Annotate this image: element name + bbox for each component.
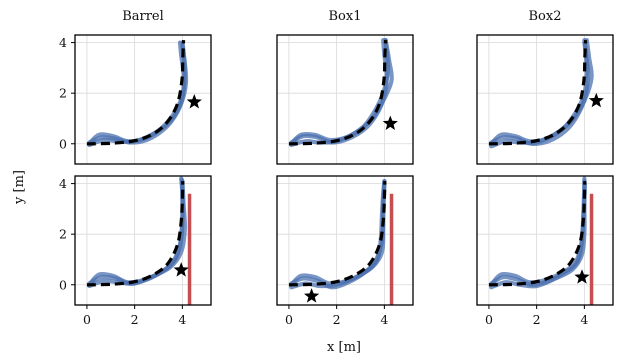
panel-r0-c2: Box2 (476, 9, 614, 165)
panel-content (288, 179, 394, 305)
column-title: Barrel (122, 9, 164, 24)
x-tick-label: 4 (580, 312, 588, 327)
goal-star-marker (382, 115, 398, 130)
goal-star-marker (186, 94, 202, 109)
panel-content (86, 176, 192, 305)
trajectory-line-2 (87, 177, 185, 287)
trajectory-line-2 (289, 179, 387, 287)
goal-star-marker (588, 92, 604, 108)
goal-star-marker (574, 269, 590, 284)
trajectory-line-1 (489, 181, 587, 290)
column-title: Box1 (329, 9, 362, 24)
panel-frame (476, 34, 614, 165)
goal-star-marker (304, 288, 320, 303)
y-tick-label: 4 (59, 35, 67, 50)
x-tick-label: 4 (380, 312, 388, 327)
panel-r1-c1: 0 2 4 (276, 175, 414, 327)
goal-star-marker (173, 262, 189, 277)
x-tick-label: 2 (131, 312, 139, 327)
trajectory-line-2 (289, 38, 391, 146)
trajectory-line-1 (289, 38, 394, 148)
reference-path (288, 39, 388, 146)
panel-r1-c0: 0 2 4 0 2 4 (59, 175, 212, 327)
panel-frame (276, 175, 414, 306)
x-tick-label: 2 (533, 312, 541, 327)
panel-r1-c2: 0 2 4 (476, 175, 614, 327)
reference-path (86, 181, 185, 287)
column-title: Box2 (529, 9, 562, 24)
panel-r0-c0: 0 2 4 Barrel (59, 9, 212, 165)
y-tick-label: 0 (59, 277, 67, 292)
reference-path (86, 39, 186, 146)
panels-layer: 0 2 4 Barrel Box1 Box2 0 2 4 0 2 4 0 2 4 0 2 4 (59, 9, 614, 327)
x-tick-label: 0 (83, 312, 91, 327)
reference-path (488, 39, 588, 146)
reference-path (488, 181, 587, 287)
panel-frame (74, 34, 212, 165)
y-tick-label: 4 (59, 176, 67, 191)
panel-content (288, 38, 398, 148)
reference-path (288, 181, 387, 287)
panel-frame (74, 175, 212, 306)
panel-content (488, 38, 604, 149)
trajectory-line-1 (289, 181, 387, 290)
trajectory-line-1 (87, 179, 187, 289)
x-tick-label: 0 (485, 312, 493, 327)
trajectory-line-2 (489, 179, 587, 287)
trajectory-line-0 (87, 40, 186, 145)
y-tick-label: 2 (59, 86, 67, 101)
trajectory-line-0 (289, 38, 389, 145)
y-tick-label: 2 (59, 227, 67, 242)
panel-frame (476, 175, 614, 306)
panel-content (488, 176, 594, 305)
trajectory-line-1 (87, 43, 189, 148)
panel-r0-c1: Box1 (276, 9, 414, 165)
x-tick-label: 4 (178, 312, 186, 327)
x-tick-label: 0 (285, 312, 293, 327)
x-axis-label: x [m] (327, 340, 361, 355)
x-tick-label: 2 (333, 312, 341, 327)
panel-frame (276, 34, 414, 165)
trajectory-line-0 (489, 38, 590, 146)
y-tick-label: 0 (59, 136, 67, 151)
y-axis-label: y [m] (12, 170, 27, 205)
panel-content (86, 39, 202, 148)
